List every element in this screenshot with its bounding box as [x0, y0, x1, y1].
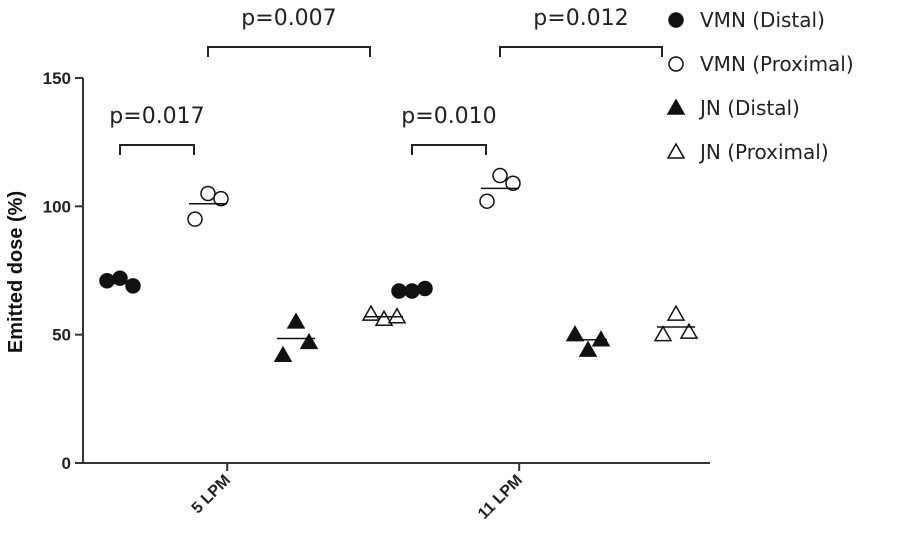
significance-bracket	[499, 46, 663, 57]
x-category-label: 5 LPM	[189, 472, 234, 517]
legend-marker	[668, 12, 684, 28]
data-point	[666, 304, 686, 321]
data-point	[286, 312, 306, 329]
data-point	[578, 340, 598, 357]
data-point	[213, 190, 229, 207]
legend-label: JN (Proximal)	[698, 140, 829, 164]
y-tick-label: 100	[43, 197, 71, 216]
legend-label: JN (Distal)	[698, 96, 800, 120]
p-value-label: p=0.017	[109, 104, 204, 129]
data-point	[505, 175, 521, 191]
data-point	[404, 283, 420, 299]
data-point	[679, 322, 699, 339]
data-point	[387, 307, 407, 324]
p-value-label: p=0.007	[241, 6, 336, 31]
data-point	[565, 325, 585, 342]
data-point	[187, 211, 203, 227]
data-point	[299, 332, 319, 350]
data-point	[479, 193, 495, 209]
axes: 0 50 100 150 5 LPM 11 LPM	[43, 69, 710, 523]
legend-item: VMN (Proximal)	[668, 52, 854, 76]
data-point	[361, 304, 381, 321]
legend-item: JN (Proximal)	[666, 140, 829, 164]
legend-marker	[668, 56, 684, 72]
data-point	[492, 167, 508, 184]
data-point	[653, 325, 673, 342]
x-category-label: 11 LPM	[475, 472, 526, 523]
significance-bracket	[411, 144, 487, 155]
p-value-label: p=0.010	[401, 104, 496, 129]
significance-bracket	[207, 46, 371, 57]
significance-brackets: p=0.017 p=0.007 p=0.010 p=0.012	[109, 6, 663, 155]
y-tick-label: 0	[62, 454, 71, 473]
significance-bracket	[119, 144, 195, 155]
data-points	[99, 167, 699, 362]
legend-marker	[666, 98, 686, 115]
y-tick-label: 150	[43, 69, 71, 88]
legend-marker	[666, 142, 686, 159]
y-axis-label: Emitted dose (%)	[5, 191, 27, 353]
legend-item: VMN (Distal)	[668, 8, 825, 32]
legend-label: VMN (Distal)	[700, 8, 825, 32]
legend-label: VMN (Proximal)	[700, 52, 854, 76]
legend: VMN (Distal) VMN (Proximal) JN (Distal) JN …	[666, 8, 854, 164]
data-point	[391, 283, 407, 299]
legend-item: JN (Distal)	[666, 96, 800, 120]
data-point	[112, 270, 128, 286]
p-value-label: p=0.012	[533, 6, 628, 31]
data-point	[200, 185, 216, 202]
data-point	[125, 278, 141, 294]
data-point	[273, 345, 293, 362]
data-point	[591, 330, 611, 347]
data-point	[374, 309, 394, 327]
data-point	[417, 280, 433, 297]
data-point	[99, 273, 115, 289]
y-tick-label: 50	[52, 326, 71, 345]
